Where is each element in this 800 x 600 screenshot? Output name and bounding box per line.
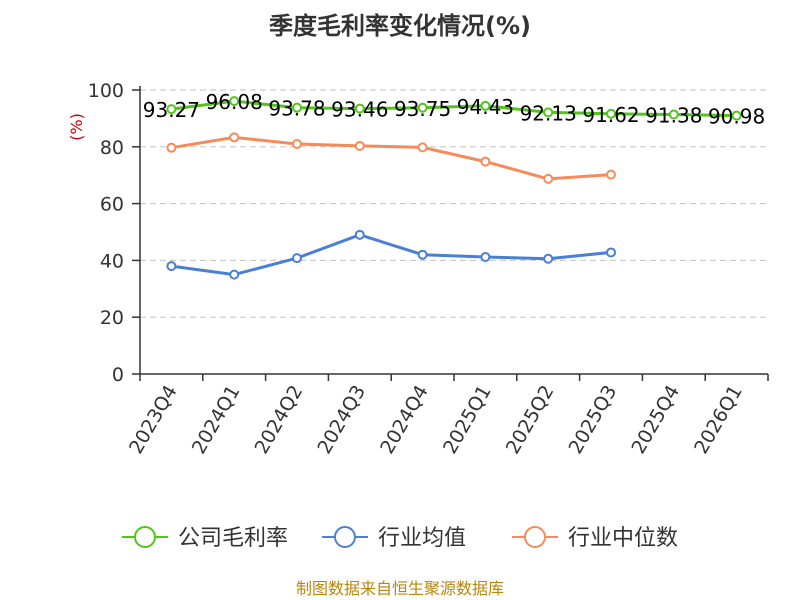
series-line-0 bbox=[171, 99, 737, 118]
data-label: 91.62 bbox=[582, 103, 639, 127]
data-point bbox=[480, 156, 491, 167]
data-point bbox=[543, 173, 554, 184]
data-point bbox=[417, 102, 428, 113]
x-tick-label: 2024Q1 bbox=[188, 382, 245, 458]
data-point bbox=[292, 253, 302, 264]
y-tick-label: 100 bbox=[88, 80, 124, 102]
data-point bbox=[606, 108, 616, 119]
series-line-1 bbox=[171, 233, 612, 277]
x-tick-labels: 2023Q4 2024Q1 2024Q2 2024Q3 2024Q4 2025Q1 2025… bbox=[125, 382, 747, 458]
x-tick-label: 2025Q1 bbox=[439, 382, 496, 458]
data-point bbox=[543, 253, 554, 264]
data-label: 94.43 bbox=[457, 95, 514, 119]
x-tick-label: 2025Q3 bbox=[565, 382, 622, 458]
data-point bbox=[229, 269, 240, 280]
y-tick-label: 40 bbox=[100, 250, 124, 272]
data-label: 93.27 bbox=[143, 98, 200, 122]
data-point bbox=[292, 138, 302, 149]
data-label: 93.78 bbox=[268, 97, 325, 121]
y-tick-label: 20 bbox=[100, 307, 124, 329]
y-tick-label: 80 bbox=[100, 137, 124, 159]
legend-label: 行业中位数 bbox=[568, 526, 678, 551]
data-point bbox=[606, 247, 616, 258]
series-lines bbox=[166, 96, 742, 280]
data-point bbox=[229, 96, 240, 107]
data-label: 96.08 bbox=[206, 90, 263, 114]
x-tick-label: 2024Q2 bbox=[251, 382, 308, 458]
data-label: 93.46 bbox=[331, 98, 388, 122]
gridlines bbox=[140, 89, 768, 318]
data-labels: 93.27 96.08 93.78 93.46 93.75 94.43 92.13 91.62… bbox=[143, 90, 765, 128]
data-point bbox=[166, 142, 177, 153]
data-point bbox=[292, 102, 302, 113]
y-tick-label: 60 bbox=[100, 194, 124, 216]
data-point bbox=[606, 169, 616, 180]
data-label: 91.38 bbox=[645, 103, 702, 127]
data-point bbox=[417, 249, 428, 260]
legend: 公司毛利率 行业均值 行业中位数 bbox=[122, 526, 678, 551]
legend-marker bbox=[134, 526, 156, 548]
x-tick-label: 2024Q4 bbox=[376, 382, 433, 458]
series-line-2 bbox=[171, 135, 612, 181]
legend-label: 行业均值 bbox=[378, 526, 466, 551]
data-point bbox=[480, 251, 491, 262]
y-tick-label: 0 bbox=[112, 364, 124, 386]
data-point bbox=[354, 229, 365, 240]
x-tick-label: 2024Q3 bbox=[313, 382, 370, 458]
data-point bbox=[229, 132, 240, 143]
x-tick-label: 2026Q1 bbox=[690, 382, 747, 458]
data-point bbox=[731, 110, 742, 121]
data-point bbox=[166, 104, 177, 115]
axes bbox=[132, 86, 769, 381]
source-note: 制图数据来自恒生聚源数据库 bbox=[296, 579, 504, 598]
data-label: 93.75 bbox=[394, 97, 451, 121]
legend-marker bbox=[334, 526, 356, 548]
y-tick-labels: 0 20 40 60 80 100 bbox=[88, 80, 124, 386]
data-point bbox=[354, 140, 365, 151]
legend-label: 公司毛利率 bbox=[178, 526, 288, 551]
data-label: 92.13 bbox=[520, 101, 577, 125]
chart-title: 季度毛利率变化情况(%) bbox=[269, 12, 531, 40]
data-point bbox=[166, 261, 177, 272]
data-point bbox=[480, 100, 491, 111]
data-point bbox=[543, 107, 554, 118]
data-label: 90.98 bbox=[708, 105, 765, 129]
data-point bbox=[354, 103, 365, 114]
data-point bbox=[668, 109, 679, 120]
x-tick-label: 2025Q4 bbox=[627, 382, 684, 458]
data-point bbox=[417, 142, 428, 153]
y-axis-label: (%) bbox=[67, 113, 86, 141]
x-tick-label: 2025Q2 bbox=[502, 382, 559, 458]
legend-marker bbox=[524, 526, 546, 548]
x-tick-label: 2023Q4 bbox=[125, 382, 182, 458]
